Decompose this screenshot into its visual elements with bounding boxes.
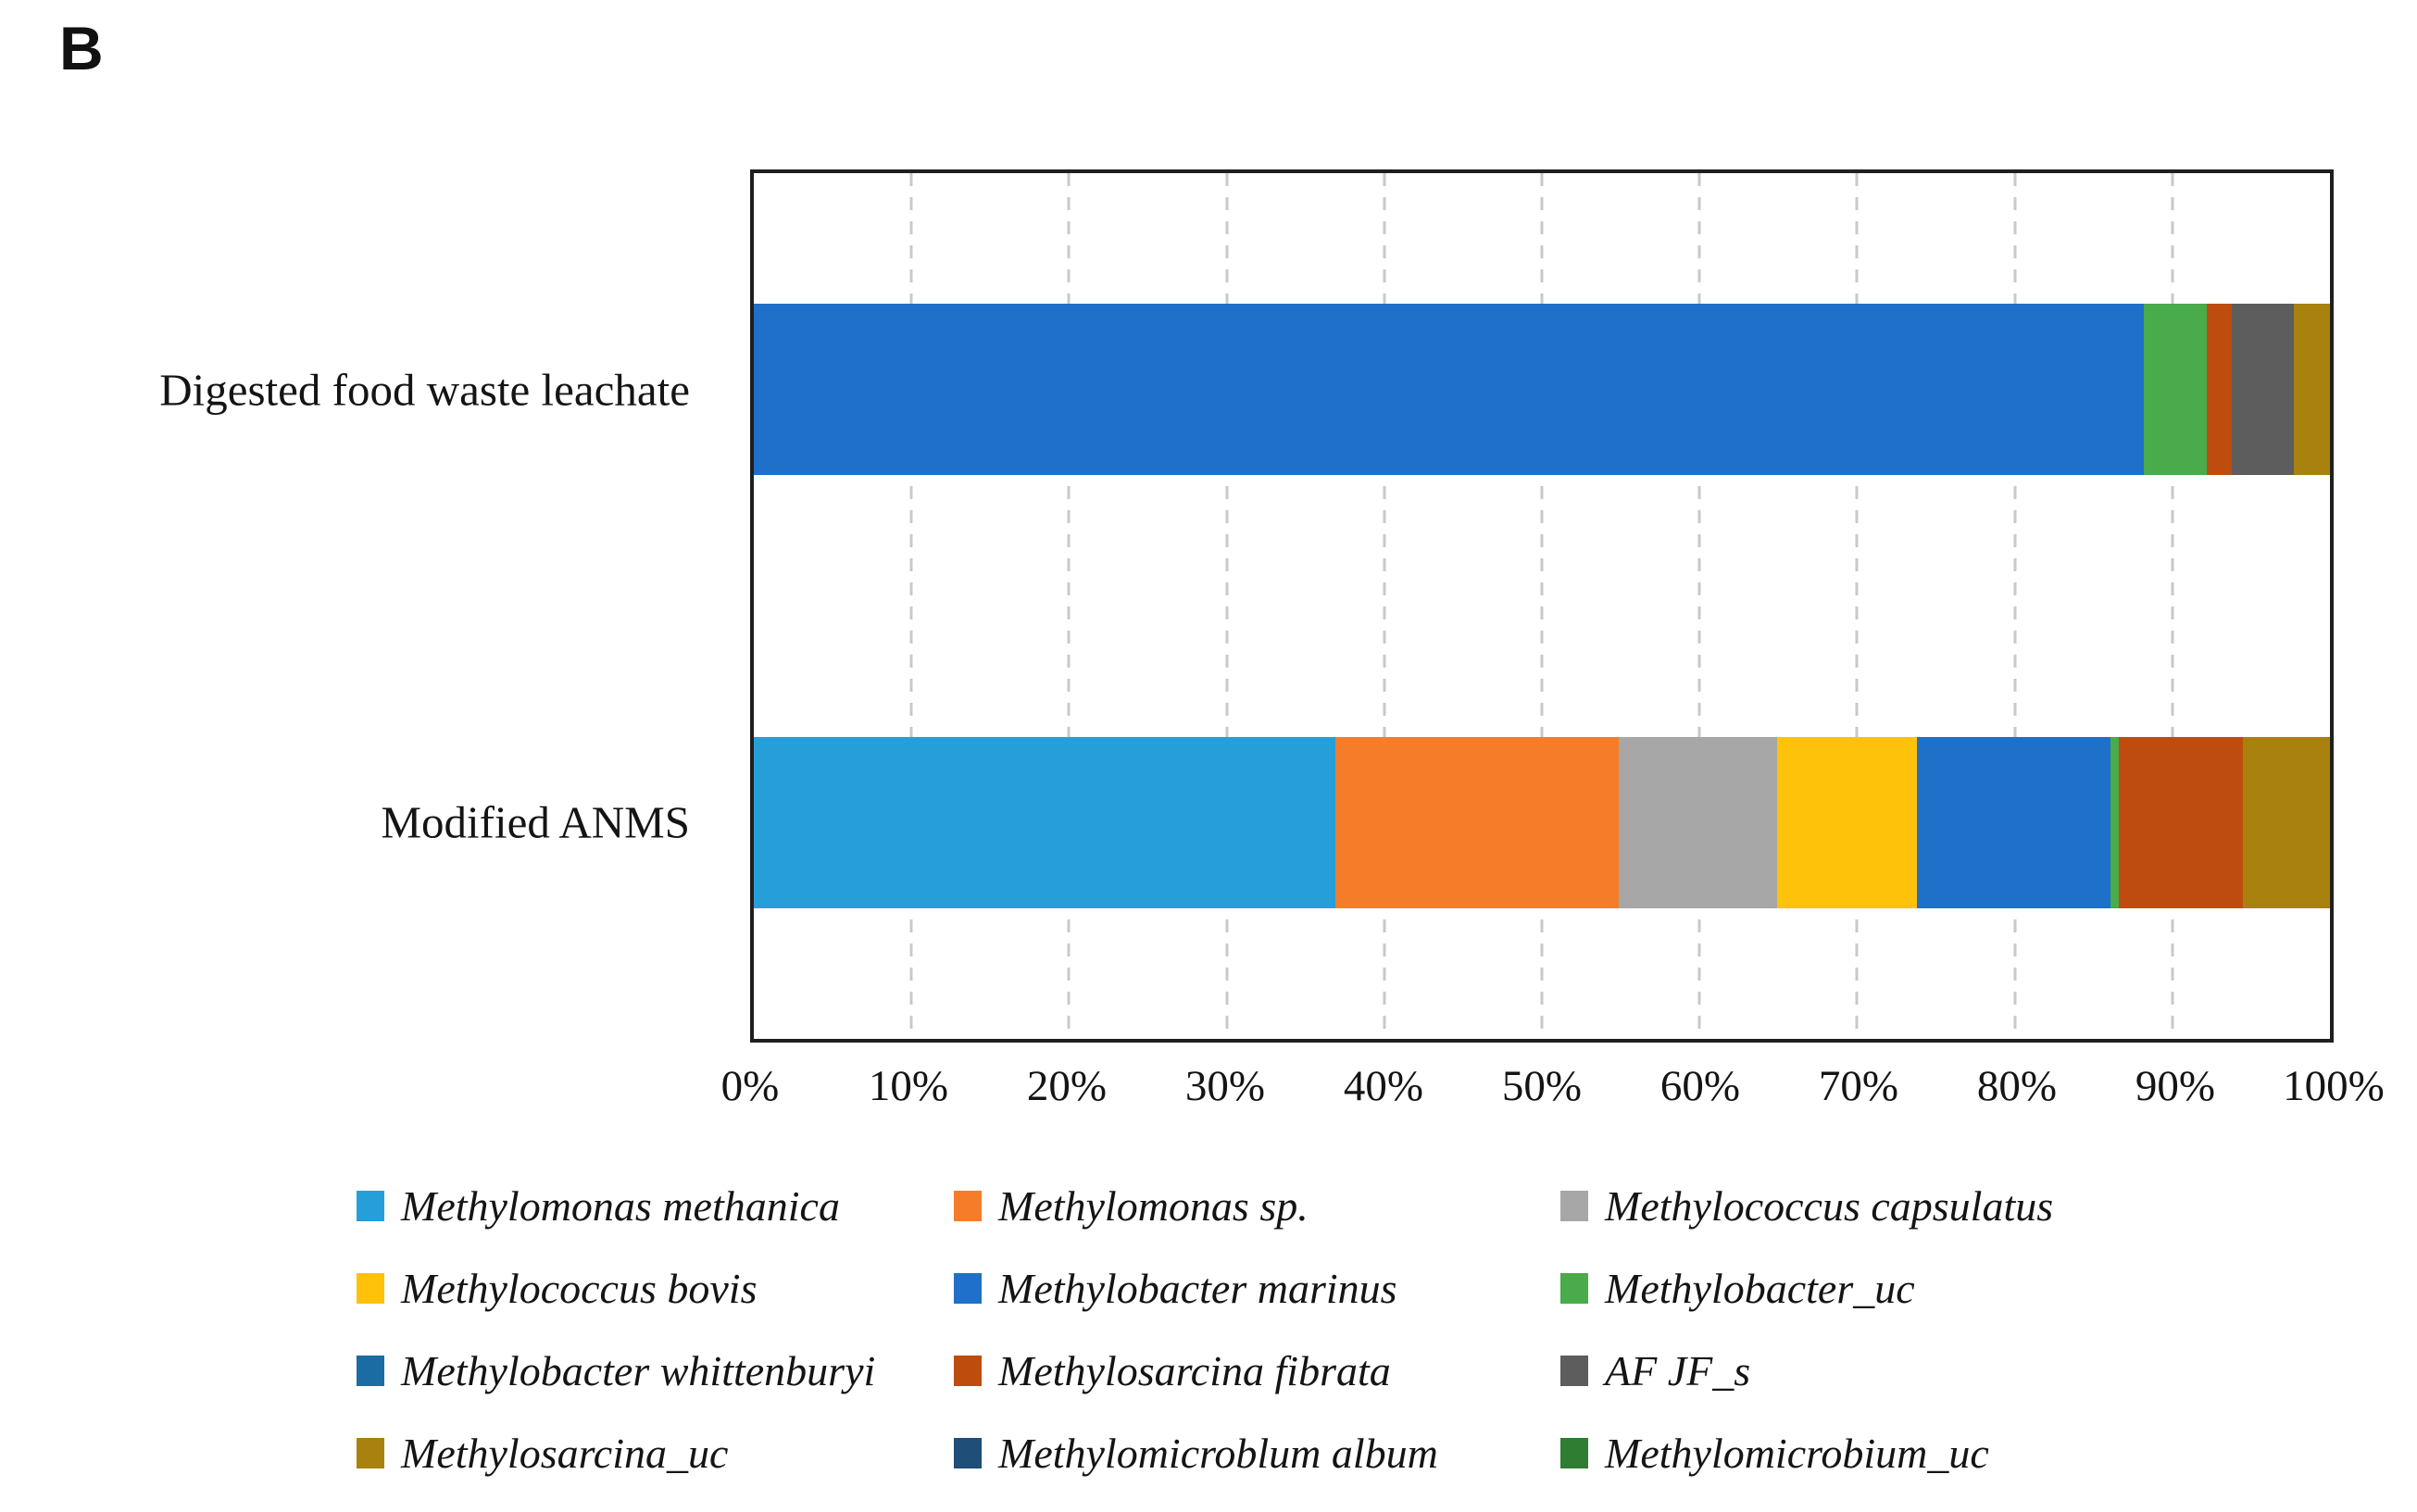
gridline-80 (2013, 173, 2017, 1039)
legend-swatch-icon (357, 1438, 384, 1468)
legend-item: Methylobacter marinus (954, 1264, 1560, 1313)
legend-label: Methylomonas sp. (998, 1182, 1309, 1230)
gridline-40 (1383, 173, 1386, 1039)
legend: Methylomonas methanica Methylomonas sp. Me… (357, 1165, 2301, 1494)
legend-swatch-icon (357, 1356, 384, 1386)
legend-swatch-icon (954, 1438, 982, 1468)
category-label: Digested food waste leachate (159, 364, 690, 416)
legend-label: Methylococcus capsulatus (1605, 1182, 2054, 1230)
bar-segment (1335, 737, 1620, 908)
bar-segment (2207, 304, 2233, 475)
legend-label: Methylomonas methanica (401, 1182, 840, 1230)
x-tick-label: 0% (720, 1062, 780, 1110)
gridline-50 (1540, 173, 1544, 1039)
legend-label: Methylosarcina fibrata (998, 1347, 1391, 1394)
legend-item: Methylosarcina_uc (357, 1429, 954, 1478)
x-axis-ticks: 0% 10% 20% 30% 40% 50% 60% 70% 80% 90% 100% (721, 1061, 2385, 1126)
legend-item: AF JF_s (1560, 1346, 2209, 1395)
gridline-30 (1225, 173, 1229, 1039)
gridline-70 (1855, 173, 1859, 1039)
x-tick-label: 50% (1501, 1062, 1583, 1110)
bar-segment (2293, 304, 2330, 475)
legend-item: Methylococcus bovis (357, 1264, 954, 1313)
y-axis-labels: Digested food waste leachate Modified ANM… (0, 169, 718, 1043)
x-tick-label: 30% (1184, 1062, 1266, 1110)
bar-segment (2118, 737, 2244, 908)
legend-label: Methylococcus bovis (401, 1265, 758, 1312)
gridline-90 (2171, 173, 2174, 1039)
x-tick-label: 10% (868, 1062, 949, 1110)
bar-segment (2144, 304, 2208, 475)
bar-segment (754, 737, 1336, 908)
legend-item: Methylomicroblum album (954, 1429, 1560, 1478)
legend-swatch-icon (954, 1273, 982, 1304)
bar-segment (754, 304, 2145, 475)
legend-swatch-icon (1560, 1356, 1588, 1386)
legend-label: Methylobacter marinus (998, 1265, 1397, 1312)
legend-item: Methylococcus capsulatus (1560, 1181, 2209, 1231)
legend-swatch-icon (954, 1356, 982, 1386)
legend-label: Methylobacter whittenburyi (401, 1347, 876, 1394)
category-label: Modified ANMS (381, 796, 690, 848)
legend-item: Methylobacter whittenburyi (357, 1346, 954, 1395)
x-tick-label: 80% (1976, 1062, 2058, 1110)
legend-swatch-icon (1560, 1438, 1588, 1468)
legend-swatch-icon (1560, 1273, 1588, 1304)
legend-swatch-icon (357, 1191, 384, 1221)
bar-segment (1619, 737, 1777, 908)
legend-label: AF JF_s (1605, 1347, 1751, 1394)
legend-label: Methylomicroblum album (998, 1430, 1438, 1477)
panel-label: B (59, 14, 104, 82)
bar-segment (2232, 304, 2294, 475)
x-tick-label: 60% (1659, 1062, 1741, 1110)
bar-row (754, 737, 2330, 908)
x-tick-label: 40% (1343, 1062, 1424, 1110)
x-tick-label: 90% (2135, 1062, 2216, 1110)
legend-item: Methylomonas methanica (357, 1181, 954, 1231)
legend-label: Methylobacter_uc (1605, 1265, 1915, 1312)
bar-segment (1917, 737, 2111, 908)
gridline-10 (909, 173, 913, 1039)
legend-swatch-icon (357, 1273, 384, 1304)
plot-area (750, 169, 2334, 1043)
legend-item: Methylosarcina fibrata (954, 1346, 1560, 1395)
bar-segment (1776, 737, 1918, 908)
x-tick-label: 20% (1026, 1062, 1108, 1110)
gridline-20 (1067, 173, 1071, 1039)
legend-label: Methylomicrobium_uc (1605, 1430, 1989, 1477)
x-tick-label: 70% (1818, 1062, 1899, 1110)
legend-item: Methylobacter_uc (1560, 1264, 2209, 1313)
legend-item: Methylomicrobium_uc (1560, 1429, 2209, 1478)
bar-row (754, 304, 2330, 475)
x-tick-label: 100% (2283, 1062, 2385, 1110)
bar-segment (2110, 737, 2119, 908)
legend-swatch-icon (1560, 1191, 1588, 1221)
legend-item: Methylomonas sp. (954, 1181, 1560, 1231)
legend-label: Methylosarcina_uc (401, 1430, 729, 1477)
gridline-60 (1697, 173, 1701, 1039)
legend-swatch-icon (954, 1191, 982, 1221)
bar-segment (2243, 737, 2330, 908)
